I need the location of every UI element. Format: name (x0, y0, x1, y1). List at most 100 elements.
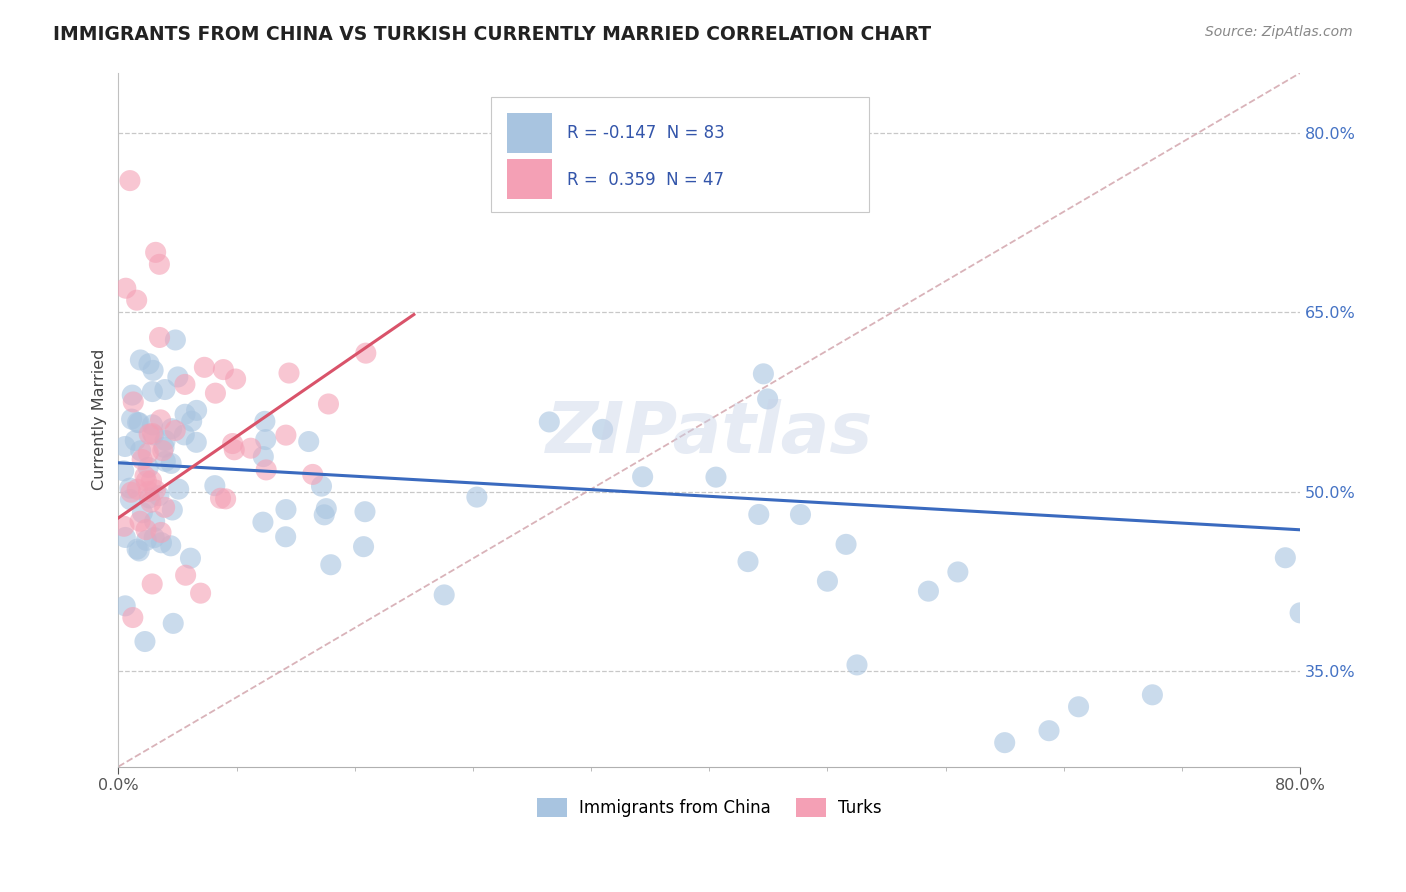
Point (165, 333, 187, 347)
Point (186, 403, 208, 417)
Point (221, 436, 243, 450)
Point (114, 531, 136, 545)
Point (994, 736, 1017, 750)
Point (155, 454, 177, 468)
Point (149, 413, 172, 427)
Point (141, 577, 163, 591)
Point (142, 428, 165, 442)
Point (127, 483, 149, 497)
Bar (508, 112, 553, 153)
Point (173, 428, 195, 442)
Point (134, 469, 156, 483)
Point (153, 383, 176, 397)
Point (180, 414, 202, 428)
Point (225, 372, 247, 386)
Point (135, 523, 157, 537)
Point (153, 440, 176, 454)
Point (114, 440, 136, 454)
Point (138, 427, 160, 442)
Point (748, 508, 770, 522)
Point (135, 533, 157, 548)
Point (136, 446, 159, 460)
Point (737, 555, 759, 569)
Point (204, 478, 226, 492)
Point (174, 407, 197, 421)
Point (145, 483, 167, 497)
Point (122, 395, 145, 409)
Point (318, 397, 340, 411)
Point (846, 657, 869, 672)
Point (254, 433, 277, 447)
FancyBboxPatch shape (491, 97, 869, 211)
Point (129, 514, 152, 528)
Point (121, 610, 143, 624)
Point (186, 435, 208, 450)
Point (193, 360, 215, 375)
Point (917, 584, 939, 599)
Point (160, 422, 183, 436)
Point (162, 503, 184, 517)
Point (214, 491, 236, 506)
Point (160, 457, 183, 471)
Point (354, 346, 377, 360)
Point (142, 363, 165, 377)
Point (152, 443, 174, 458)
Point (165, 424, 187, 438)
Text: R =  0.359  N = 47: R = 0.359 N = 47 (568, 170, 724, 189)
Point (129, 353, 152, 368)
Point (224, 442, 246, 457)
Point (756, 392, 779, 406)
Point (817, 574, 839, 589)
Point (433, 588, 456, 602)
Point (121, 412, 143, 426)
Point (148, 489, 170, 503)
Text: ZIPatlas: ZIPatlas (546, 399, 873, 468)
Point (141, 417, 163, 432)
Point (174, 568, 197, 582)
Point (789, 508, 811, 522)
Point (252, 450, 274, 464)
Point (1142, 688, 1164, 702)
Point (138, 357, 160, 371)
Point (946, 565, 969, 579)
Point (179, 551, 201, 566)
Text: IMMIGRANTS FROM CHINA VS TURKISH CURRENTLY MARRIED CORRELATION CHART: IMMIGRANTS FROM CHINA VS TURKISH CURRENT… (53, 25, 932, 44)
Point (835, 537, 858, 551)
Point (204, 386, 226, 401)
Y-axis label: Currently Married: Currently Married (93, 349, 107, 491)
Point (118, 481, 141, 495)
Point (145, 245, 167, 260)
Point (125, 293, 148, 308)
Point (298, 434, 321, 449)
Point (139, 495, 162, 509)
Point (143, 514, 166, 528)
Point (131, 506, 153, 520)
Point (118, 173, 141, 187)
Point (1067, 699, 1090, 714)
Point (127, 416, 149, 430)
Point (631, 469, 654, 483)
Point (112, 464, 135, 478)
Point (592, 422, 614, 436)
Point (127, 542, 149, 557)
Point (274, 502, 297, 516)
Point (1289, 606, 1312, 620)
Point (128, 544, 150, 558)
Point (212, 362, 235, 376)
Legend: Immigrants from China, Turks: Immigrants from China, Turks (530, 791, 887, 824)
Point (141, 474, 163, 488)
Point (141, 384, 163, 399)
Point (148, 257, 170, 271)
Point (301, 467, 323, 482)
Point (278, 366, 301, 380)
Point (254, 463, 277, 477)
Point (174, 377, 197, 392)
Point (143, 531, 166, 545)
Point (155, 434, 177, 448)
Point (538, 415, 561, 429)
Point (166, 370, 188, 384)
Point (138, 484, 160, 499)
Point (274, 428, 297, 442)
Point (465, 490, 488, 504)
Point (131, 452, 153, 467)
